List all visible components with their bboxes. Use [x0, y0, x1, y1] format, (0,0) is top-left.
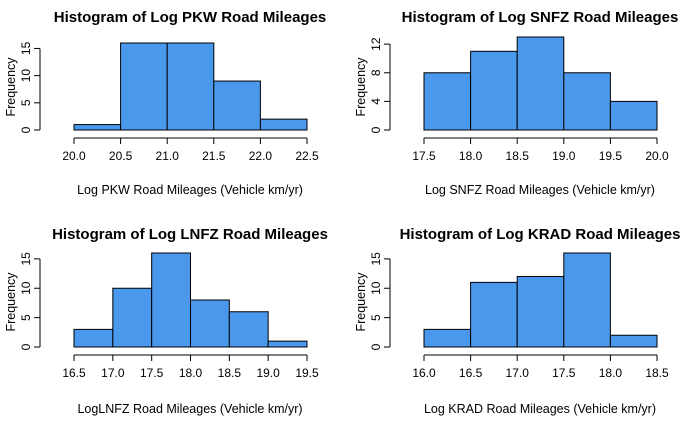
histogram-bar	[423, 328, 472, 348]
x-axis-label: Log KRAD Road Mileages (Vehicle km/yr)	[424, 402, 656, 416]
x-tick-label: 18.0	[599, 366, 623, 380]
histogram-bar	[228, 311, 269, 348]
x-tick-label: 20.0	[645, 149, 669, 163]
y-tick-label: 0	[369, 126, 383, 133]
histogram-panel-pkw: Histogram of Log PKW Road Mileages Frequ…	[4, 9, 326, 197]
y-tick-label: 5	[369, 314, 383, 321]
x-tick-label: 19.0	[256, 366, 280, 380]
x-tick-label: 18.0	[179, 366, 203, 380]
x-tick-label: 17.5	[412, 149, 436, 163]
histogram-bar	[120, 42, 168, 131]
y-tick-label: 0	[19, 343, 33, 350]
y-tick-label: 15	[19, 41, 33, 55]
histogram-bar	[470, 50, 518, 131]
x-tick-label: 19.5	[295, 366, 319, 380]
x-tick-label: 17.5	[140, 366, 164, 380]
y-tick-label: 10	[369, 281, 383, 295]
histogram-bar	[609, 100, 658, 131]
x-tick-label: 19.5	[599, 149, 623, 163]
histogram-bar	[563, 252, 611, 348]
y-axis-label: Frequency	[4, 272, 18, 332]
histogram-panel-lnfz: Histogram of Log LNFZ Road Mileages Freq…	[4, 226, 328, 416]
x-tick-label: 16.5	[459, 366, 483, 380]
y-tick-label: 5	[19, 99, 33, 106]
y-axis-label: Frequency	[354, 272, 368, 332]
chart-title: Histogram of Log PKW Road Mileages	[54, 9, 327, 26]
histogram-bar	[267, 340, 308, 348]
histogram-bar	[73, 124, 122, 131]
histogram-bar	[609, 334, 658, 348]
y-axis-label: Frequency	[354, 57, 368, 117]
histogram-panel-snfz: Histogram of Log SNFZ Road Mileages Freq…	[354, 9, 678, 197]
x-tick-label: 17.0	[101, 366, 125, 380]
histogram-bar	[190, 299, 230, 348]
y-tick-label: 12	[369, 37, 383, 51]
x-tick-label: 22.0	[249, 149, 273, 163]
histogram-bar	[259, 118, 308, 131]
y-tick-label: 15	[19, 252, 33, 266]
x-axis-label: Log SNFZ Road Mileages (Vehicle km/yr)	[425, 183, 655, 197]
histogram-bar	[423, 72, 472, 131]
histogram-bar	[470, 281, 518, 348]
histogram-bar	[151, 252, 192, 348]
x-axis-label: Log PKW Road Mileages (Vehicle km/yr)	[77, 183, 303, 197]
x-tick-label: 16.0	[412, 366, 436, 380]
y-tick-label: 0	[19, 126, 33, 133]
x-tick-label: 17.5	[552, 366, 576, 380]
x-tick-label: 16.5	[62, 366, 86, 380]
y-tick-label: 8	[369, 69, 383, 76]
histogram-bar	[563, 72, 611, 131]
y-axis-label: Frequency	[4, 57, 18, 117]
x-tick-label: 17.0	[506, 366, 530, 380]
chart-title: Histogram of Log LNFZ Road Mileages	[52, 226, 328, 243]
histogram-bar	[166, 42, 215, 131]
y-tick-label: 4	[369, 98, 383, 105]
x-tick-label: 18.0	[459, 149, 483, 163]
chart-title: Histogram of Log SNFZ Road Mileages	[402, 9, 679, 26]
histogram-bar	[213, 80, 261, 131]
y-tick-label: 10	[19, 281, 33, 295]
y-tick-label: 15	[369, 252, 383, 266]
histogram-panel-krad: Histogram of Log KRAD Road Mileages Freq…	[354, 226, 680, 416]
x-tick-label: 20.0	[62, 149, 86, 163]
x-tick-label: 22.5	[295, 149, 319, 163]
x-tick-label: 18.5	[645, 366, 669, 380]
x-tick-label: 19.0	[552, 149, 576, 163]
y-tick-label: 0	[369, 343, 383, 350]
x-axis-label: LogLNFZ Road Mileages (Vehicle km/yr)	[77, 402, 302, 416]
histogram-bar	[516, 276, 565, 348]
y-tick-label: 5	[19, 314, 33, 321]
x-tick-label: 21.5	[202, 149, 226, 163]
x-tick-label: 21.0	[156, 149, 180, 163]
x-tick-label: 20.5	[109, 149, 133, 163]
y-tick-label: 10	[19, 69, 33, 83]
histogram-bar	[73, 328, 114, 348]
x-tick-label: 18.5	[506, 149, 530, 163]
chart-title: Histogram of Log KRAD Road Mileages	[400, 226, 681, 243]
x-tick-label: 18.5	[218, 366, 242, 380]
histogram-bar	[516, 36, 565, 131]
histogram-bar	[112, 287, 153, 348]
